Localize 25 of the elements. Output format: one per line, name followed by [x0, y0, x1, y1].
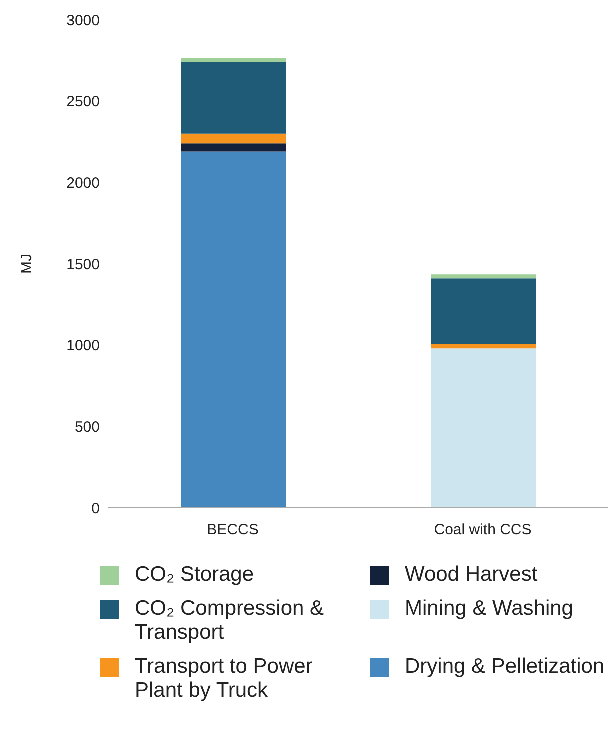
bar: [431, 344, 536, 349]
x-tick-label: BECCS: [207, 522, 259, 539]
bar: [181, 62, 286, 134]
y-tick-label: 3000: [66, 12, 100, 30]
legend-label: Transport to Power Plant by Truck: [135, 655, 314, 703]
y-tick-label: 0: [92, 500, 100, 518]
bar: [431, 348, 536, 508]
y-tick-label: 2500: [66, 94, 100, 111]
bar: [431, 274, 536, 279]
y-tick-label: 2000: [66, 174, 100, 192]
y-tick-label: 1500: [66, 256, 100, 274]
x-tick-label: Coal with CCS: [434, 522, 532, 539]
legend-label: Drying & Pelletization: [405, 655, 605, 679]
legend-label: Wood Harvest: [405, 563, 538, 587]
y-tick-label: 500: [74, 418, 100, 436]
bar: [181, 58, 286, 62]
y-axis-title: MJ: [18, 254, 36, 274]
bar: [181, 144, 286, 152]
bar: [181, 134, 286, 144]
legend-label: CO₂ Compression & Transport: [135, 597, 326, 645]
bar: [181, 152, 286, 508]
legend-label: CO₂ Storage: [135, 563, 254, 587]
bar: [431, 278, 536, 345]
legend-label: Mining & Washing: [405, 597, 574, 621]
y-tick-label: 1000: [66, 338, 100, 355]
